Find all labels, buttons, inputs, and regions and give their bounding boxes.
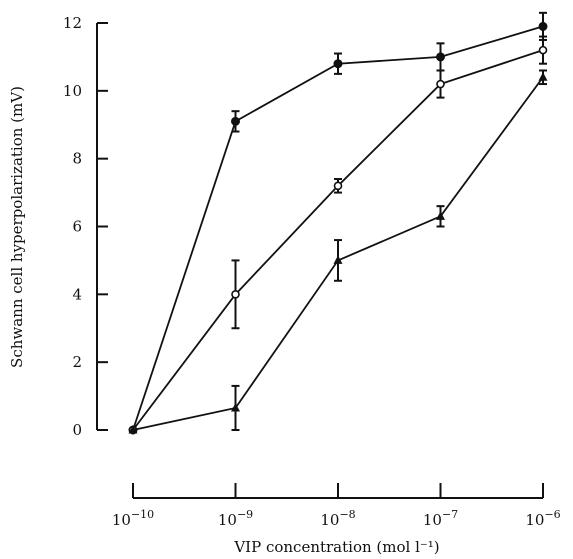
data-point	[231, 402, 240, 412]
data-point	[231, 116, 240, 126]
x-tick-exponent: −8	[339, 508, 355, 521]
data-point	[538, 45, 548, 55]
x-tick-label: 10−9	[218, 508, 253, 529]
series-line	[132, 25, 544, 431]
data-point	[436, 52, 445, 62]
y-tick-label: 8	[72, 150, 82, 168]
x-tick-label: 10−7	[423, 508, 458, 529]
series-2	[128, 35, 548, 435]
y-tick-label: 4	[72, 285, 82, 303]
y-tick-label: 12	[63, 14, 82, 32]
x-ticks: 10−10 10−9 10−8 10−7 10−6	[112, 483, 561, 529]
x-tick-base: 10	[112, 511, 131, 529]
y-ticks: 0 2 4 6 8 10 12	[63, 14, 108, 439]
x-tick-label: 10−8	[320, 508, 355, 529]
y-tick-label: 0	[72, 421, 82, 439]
x-tick-exponent: −9	[237, 508, 253, 521]
y-axis-title: Schwann cell hyperpolarization (mV)	[8, 86, 26, 368]
series-1	[128, 11, 548, 435]
x-tick-exponent: −6	[544, 508, 560, 521]
x-tick-label: 10−10	[112, 508, 154, 529]
x-tick-base: 10	[525, 511, 544, 529]
data-point	[333, 59, 343, 69]
plot-area	[128, 11, 548, 435]
x-tick-base: 10	[320, 511, 339, 529]
x-tick-label: 10−6	[525, 508, 560, 529]
x-tick-exponent: −10	[131, 508, 154, 521]
data-point	[436, 211, 445, 220]
data-point	[333, 255, 343, 264]
data-point	[436, 79, 445, 89]
x-axis-title: VIP concentration (mol l⁻¹)	[233, 538, 439, 556]
y-tick-label: 2	[72, 353, 82, 371]
data-point	[128, 425, 138, 434]
x-tick-base: 10	[218, 511, 237, 529]
data-point	[333, 181, 343, 191]
data-point	[231, 290, 240, 299]
x-tick-base: 10	[423, 511, 442, 529]
y-tick-label: 6	[72, 218, 82, 236]
data-point	[538, 21, 548, 31]
x-tick-exponent: −7	[442, 508, 458, 521]
y-tick-label: 10	[63, 82, 82, 100]
series-3	[128, 69, 548, 434]
data-point	[538, 72, 548, 81]
